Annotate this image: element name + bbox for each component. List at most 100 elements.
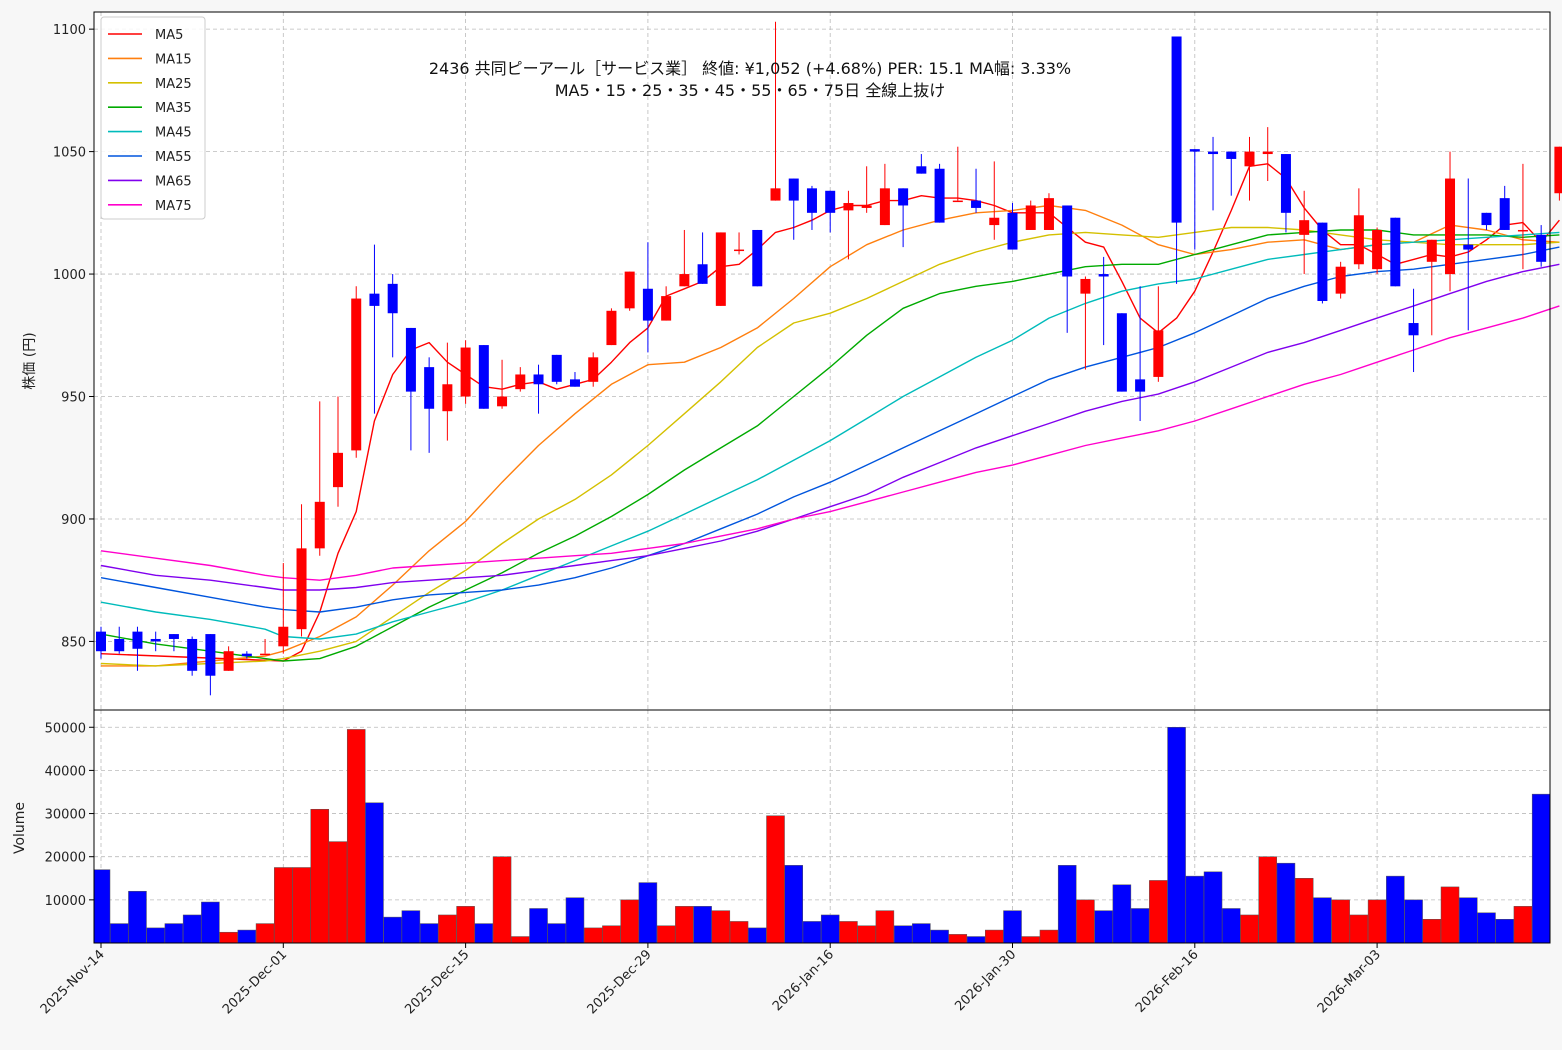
volume-bar [912,923,931,944]
volume-bar [328,841,348,944]
candle-body [387,283,398,314]
volume-bar [729,921,749,944]
volume-bar [255,923,275,944]
candle-body [168,634,179,639]
candle-body [1445,178,1456,275]
legend-label-ma35: MA35 [155,101,192,116]
candle-body [1299,220,1310,235]
candle-body [1372,229,1383,270]
candle-body [497,396,508,407]
volume-bar [766,815,785,944]
candle-body [679,274,690,287]
candle-body [661,296,672,321]
price-y-axis-label: 株価 (円) [22,332,38,389]
candle-body [569,379,580,387]
candle-body [770,188,781,201]
volume-bar [438,914,457,944]
candle-body [1499,198,1510,230]
volume-tick-label: 50000 [45,721,86,736]
candle-body [898,188,909,206]
candle-body [442,384,453,412]
candle-body [1262,151,1273,155]
volume-bar [602,925,621,944]
volume-bar [1039,929,1059,944]
candle-body [1554,146,1562,194]
volume-bar [419,923,439,944]
candle-body [241,653,252,657]
volume-bar [492,856,512,944]
price-tick-label: 1000 [53,268,86,283]
volume-bar [1367,899,1387,944]
legend-label-ma75: MA75 [155,199,192,214]
candles [96,21,1562,696]
volume-bar [1404,899,1423,944]
volume-bar [511,936,530,944]
candle-body [806,188,817,213]
volume-bar [1477,912,1496,944]
candle-body [1408,323,1419,336]
volume-bar [109,923,129,944]
volume-tick-label: 20000 [45,851,86,866]
chart-title: 2436 共同ピーアール［サービス業］ 終値: ¥1,052 (+4.68%) … [429,59,1071,78]
volume-bar [164,923,184,944]
volume-bar [1294,878,1314,944]
candle-body [952,200,963,203]
candle-body [223,651,234,671]
candle-body [715,232,726,306]
candle-body [150,638,161,642]
candle-body [1062,205,1073,277]
volume-bar [1349,914,1369,944]
legend-label-ma5: MA5 [155,28,183,43]
candle-body [278,626,289,647]
volume-bar [292,867,311,944]
candle-body [971,200,982,208]
volume-bar [1240,914,1259,944]
legend-label-ma25: MA25 [155,77,192,92]
price-tick-label: 850 [61,635,86,650]
volume-bar [1495,919,1514,944]
candle-body [825,190,836,213]
legend-box [100,16,206,220]
candle-body [588,357,599,382]
candle-body [187,638,198,671]
volume-bar [1331,899,1350,944]
volume-bar [1149,880,1168,944]
candle-body [1335,266,1346,294]
volume-bar [547,923,566,944]
volume-bar [219,931,238,944]
candle-body [1517,229,1528,232]
candle-body [460,347,471,397]
legend-label-ma45: MA45 [155,126,192,141]
volume-bar [948,934,968,944]
candle-body [788,178,799,201]
candle-body [1007,212,1018,250]
volume-bar [1112,884,1132,944]
candle-body [424,367,435,409]
candle-body [697,264,708,284]
chart-subtitle: MA5・15・25・35・45・55・65・75日 全線上抜け [555,81,946,100]
volume-bar [748,927,767,944]
volume-bar [1003,910,1022,944]
volume-bar [693,906,712,944]
price-tick-label: 950 [61,391,86,406]
candle-body [989,217,1000,226]
volume-tick-label: 30000 [45,808,86,823]
candle-body [1098,274,1109,277]
volume-bar [237,929,257,944]
candle-body [1080,278,1091,294]
volume-bar [1203,871,1223,944]
volume-bar [620,899,639,944]
price-y-ticks: 850 900 950 1000 1050 1100 [53,23,94,650]
candle-body [606,310,617,346]
candle-body [405,327,416,392]
ma-line-ma65 [100,263,1560,591]
volume-bar [1386,875,1405,944]
candle-body [752,229,763,287]
price-tick-label: 1050 [53,146,86,161]
volume-bar [875,910,895,944]
volume-bar [93,869,111,944]
volume-bar [201,901,220,944]
volume-bar [1222,908,1241,944]
volume-bar [966,936,986,944]
volume-bar [656,925,676,944]
